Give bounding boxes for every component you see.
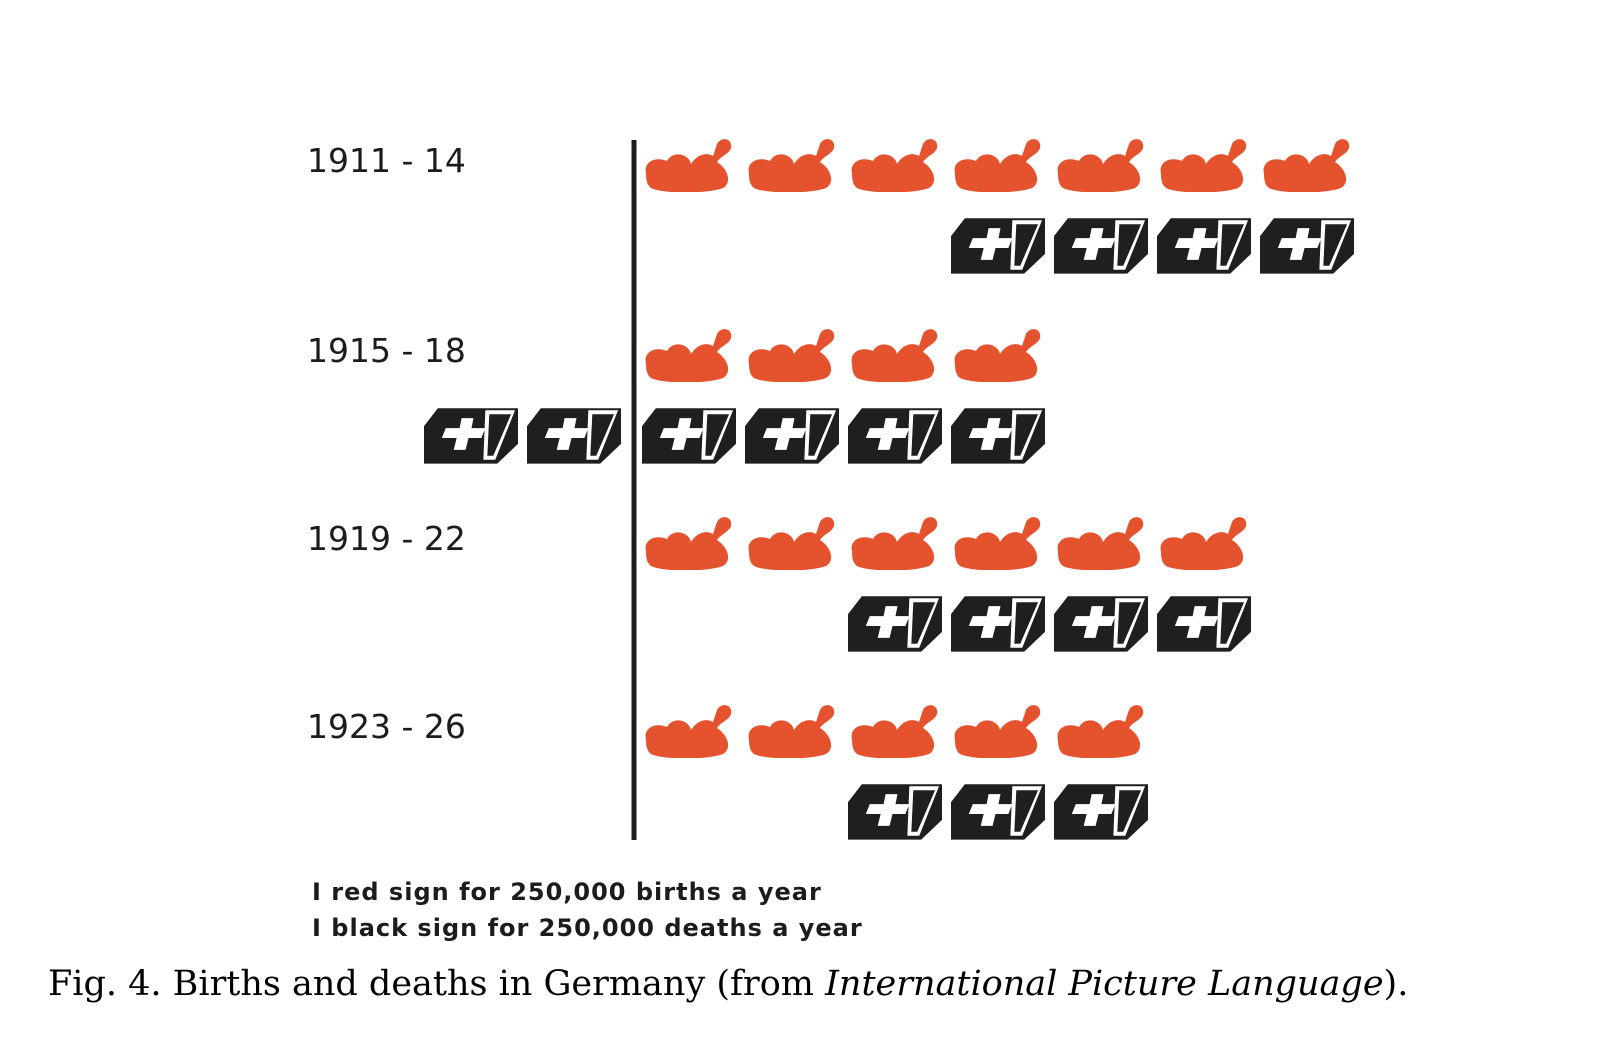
birth-icon [954, 705, 1041, 758]
caption-suffix: ). [1384, 964, 1409, 1004]
birth-icon [748, 705, 835, 758]
birth-icon [1263, 139, 1350, 192]
death-icon [1157, 218, 1251, 274]
birth-icon [851, 139, 938, 192]
caption-italic-title: International Picture Language [824, 964, 1383, 1004]
death-icon [527, 408, 621, 464]
birth-icon [851, 705, 938, 758]
birth-icon [645, 517, 732, 570]
caption-prefix: Fig. 4. Births and deaths in Germany (fr… [48, 964, 825, 1004]
death-icon [642, 408, 736, 464]
death-icon [951, 408, 1045, 464]
death-icon [1157, 596, 1251, 652]
period-label: 1911 - 14 [307, 141, 466, 180]
death-icon [951, 218, 1045, 274]
death-icon [848, 784, 942, 840]
birth-icon [1160, 139, 1247, 192]
birth-icon [645, 705, 732, 758]
period-label: 1919 - 22 [307, 519, 466, 558]
death-icon [1054, 596, 1148, 652]
death-icon [951, 596, 1045, 652]
birth-icon [645, 329, 732, 382]
birth-icon [1057, 517, 1144, 570]
birth-icon [645, 139, 732, 192]
death-icon [848, 596, 942, 652]
death-icon [951, 784, 1045, 840]
legend-entry: I black sign for 250,000 deaths a year [312, 914, 863, 942]
death-icon [424, 408, 518, 464]
birth-icon [851, 517, 938, 570]
birth-icon [748, 329, 835, 382]
death-icon [848, 408, 942, 464]
birth-icon [954, 139, 1041, 192]
death-icon [1054, 218, 1148, 274]
birth-icon [748, 517, 835, 570]
birth-icon [1160, 517, 1247, 570]
death-icon [1054, 784, 1148, 840]
legend: I red sign for 250,000 births a year I bl… [312, 878, 863, 942]
period-label: 1915 - 18 [307, 331, 466, 370]
birth-icon [1057, 705, 1144, 758]
birth-icon [1057, 139, 1144, 192]
figure-caption: Fig. 4. Births and deaths in Germany (fr… [48, 964, 1408, 1004]
birth-icon [954, 329, 1041, 382]
birth-icon [954, 517, 1041, 570]
birth-icon [851, 329, 938, 382]
legend-entry: I red sign for 250,000 births a year [312, 878, 822, 906]
birth-icon [748, 139, 835, 192]
period-label: 1923 - 26 [307, 707, 466, 746]
chart-plot-area: 1911 - 14 1915 - 18 1919 - 22 1923 - 26 [307, 139, 1354, 840]
death-icon [1260, 218, 1354, 274]
death-icon [745, 408, 839, 464]
